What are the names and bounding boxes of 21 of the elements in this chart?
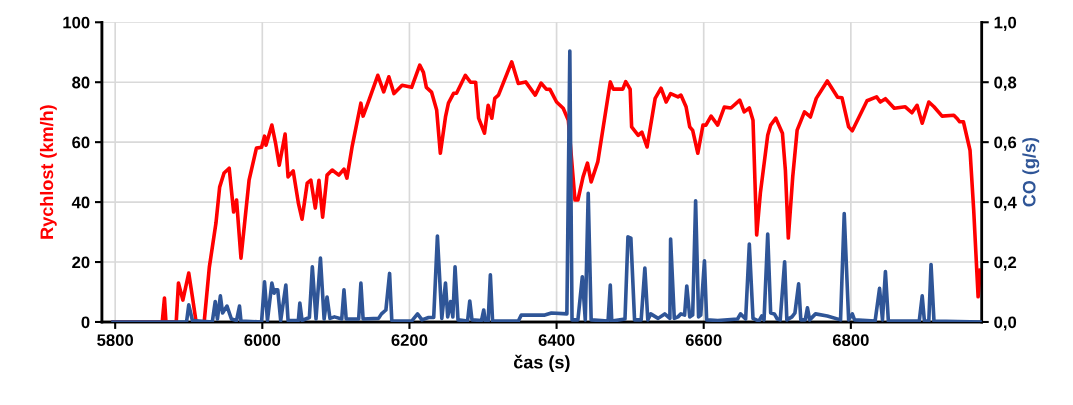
y2-tick-label: 1,0 [994, 16, 1017, 31]
y2-tick-label: 0,4 [994, 196, 1017, 211]
y2-tick-label: 0,0 [994, 316, 1017, 331]
y-tick-label: 100 [63, 16, 90, 29]
y2-tick-label: 0,8 [994, 76, 1017, 91]
x-axis-title: čas (s) [513, 354, 570, 373]
y-tick-label: 20 [72, 256, 90, 269]
x-tick-label: 6400 [538, 334, 575, 347]
y-tick-label: 80 [72, 76, 90, 89]
y-tick-label: 40 [71, 196, 90, 209]
x-tick-label: 5800 [97, 334, 134, 347]
y2-tick-label: 0,2 [994, 256, 1017, 271]
y-axis-title: Rychlost (km/h) [39, 105, 57, 239]
x-tick-label: 6200 [391, 334, 428, 347]
y-tick-label: 60 [72, 136, 90, 149]
y-tick-label: 0 [81, 316, 90, 329]
x-tick-label: 6600 [685, 334, 722, 347]
y2-tick-label: 0,6 [994, 136, 1017, 151]
x-tick-label: 6800 [832, 334, 869, 347]
x-tick-label: 6000 [244, 334, 281, 347]
y2-axis-title: CO (g/s) [1022, 137, 1040, 207]
